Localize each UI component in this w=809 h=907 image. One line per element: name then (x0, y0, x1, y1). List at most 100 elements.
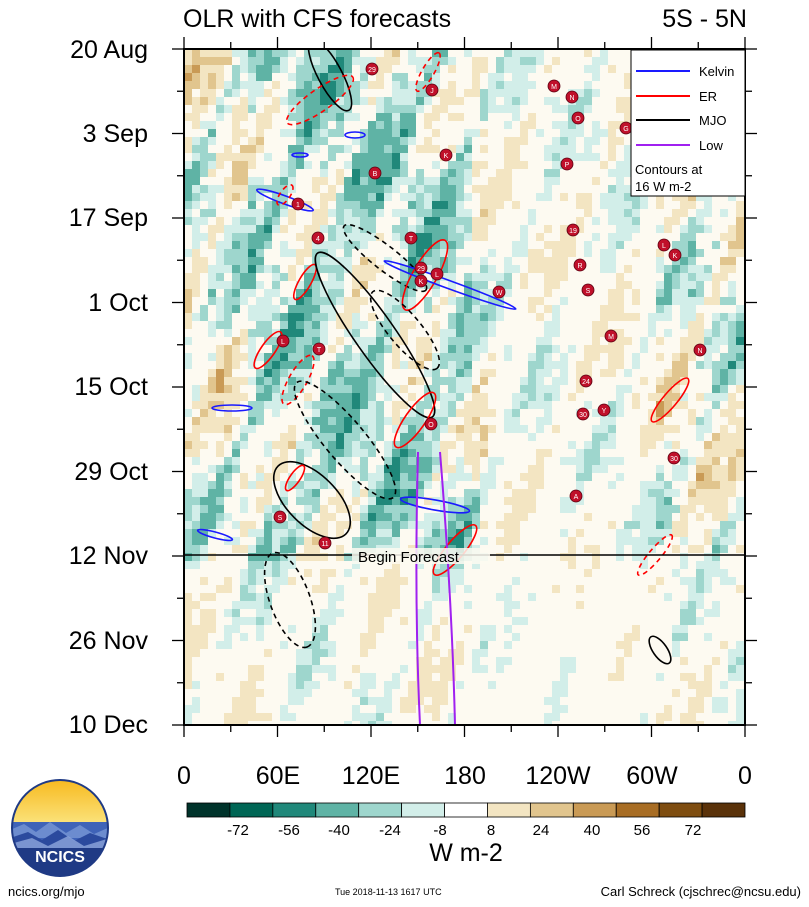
legend-mjo-label: MJO (699, 113, 726, 128)
legend-note-line1: Contours at (635, 162, 703, 177)
colorbar-tick: -40 (328, 822, 350, 839)
colorbar-tick: 24 (533, 822, 550, 839)
colorbar-swatch (701, 802, 746, 818)
storm-label: 24 (582, 379, 590, 386)
colorbar-swatch (444, 802, 488, 818)
colorbar (186, 802, 746, 818)
region-label: 5S - 5N (662, 5, 747, 33)
storm-marker: 29 (414, 261, 428, 275)
storm-label: 11 (321, 541, 328, 548)
storm-marker: 11 (318, 536, 332, 550)
wave-contours (196, 49, 690, 725)
x-tick-label: 120E (342, 762, 400, 790)
storm-marker: T (312, 342, 326, 356)
x-tick-label: 60W (626, 762, 678, 790)
legend-er-label: ER (699, 89, 717, 104)
y-tick-label: 1 Oct (88, 289, 148, 317)
colorbar-swatch (572, 802, 617, 818)
storm-marker: L (276, 334, 290, 348)
storm-label: T (317, 347, 322, 354)
y-tick-label: 12 Nov (69, 542, 149, 570)
storm-label: O (575, 116, 581, 123)
x-tick-label: 180 (444, 762, 486, 790)
storm-label: Y (602, 408, 607, 415)
storm-marker: 24 (579, 374, 593, 388)
legend: Kelvin ER MJO Low Contours at 16 W m-2 (630, 49, 746, 197)
colorbar-swatch (615, 802, 660, 818)
footer-timestamp: Tue 2018-11-13 1617 UTC (335, 887, 442, 897)
storm-label: K (419, 279, 424, 286)
storm-marker: J (425, 83, 439, 97)
storm-label: N (569, 95, 574, 102)
storm-label: 29 (368, 67, 376, 74)
storm-marker: S (273, 510, 287, 524)
storm-label: 1 (296, 202, 300, 209)
storm-label: L (281, 339, 285, 346)
colorbar-swatch (315, 802, 360, 818)
storm-label: M (608, 334, 614, 341)
storm-marker: M (547, 79, 561, 93)
storm-marker: G (619, 121, 633, 135)
legend-note-line2: 16 W m-2 (635, 179, 691, 194)
storm-label: B (373, 171, 378, 178)
storm-label: L (435, 272, 439, 279)
storm-label: J (430, 88, 434, 95)
colorbar-swatch (401, 802, 445, 818)
storm-label: N (697, 348, 702, 355)
colorbar-swatch (487, 802, 531, 818)
colorbar-swatch (186, 802, 231, 818)
storm-marker: T (404, 231, 418, 245)
colorbar-swatch (658, 802, 703, 818)
storm-marker: A (569, 489, 583, 503)
y-tick-label: 29 Oct (74, 458, 148, 486)
colorbar-swatch (529, 802, 574, 818)
x-tick-label: 120W (525, 762, 591, 790)
colorbar-tick: -72 (227, 822, 249, 839)
storm-label: K (673, 253, 678, 260)
ncics-logo: NCICS (11, 779, 109, 877)
colorbar-swatch (272, 802, 317, 818)
axis-ticks (172, 37, 757, 737)
storm-label: S (586, 288, 591, 295)
storm-label: 19 (569, 228, 577, 235)
colorbar-tick: 8 (487, 822, 495, 839)
y-tick-label: 26 Nov (69, 627, 149, 655)
storm-label: P (565, 162, 570, 169)
x-tick-label: 0 (738, 762, 752, 790)
x-axis-labels: 0 60E 120E 180 120W 60W 0 (177, 762, 752, 790)
logo-text: NCICS (35, 849, 85, 866)
storm-label: M (551, 84, 557, 91)
colorbar-tick: -8 (433, 822, 446, 839)
storm-marker: 1 (291, 197, 305, 211)
colorbar-tick: 72 (685, 822, 702, 839)
storm-marker: R (573, 258, 587, 272)
storm-marker: 4 (311, 231, 325, 245)
storm-label: T (409, 236, 414, 243)
colorbar-tick: 40 (584, 822, 601, 839)
y-tick-label: 10 Dec (69, 711, 148, 739)
storm-label: 30 (579, 412, 587, 419)
colorbar-swatch (358, 802, 403, 818)
colorbar-tick: 56 (634, 822, 651, 839)
storm-marker: B (368, 166, 382, 180)
y-tick-label: 17 Sep (69, 204, 148, 232)
storm-marker: K (414, 274, 428, 288)
storm-marker: S (581, 283, 595, 297)
storm-marker: 30 (667, 451, 681, 465)
y-tick-label: 20 Aug (70, 36, 148, 64)
footer-url: ncics.org/mjo (8, 884, 85, 899)
storm-label: R (577, 263, 582, 270)
legend-kelvin-label: Kelvin (699, 64, 734, 79)
storm-marker: L (430, 267, 444, 281)
x-tick-label: 0 (177, 762, 191, 790)
storm-marker: K (439, 148, 453, 162)
storm-label: 4 (316, 236, 320, 243)
legend-low-label: Low (699, 138, 723, 153)
colorbar-units: W m-2 (429, 839, 503, 867)
storm-marker: K (668, 248, 682, 262)
storm-marker: 19 (566, 223, 580, 237)
storm-label: O (428, 422, 434, 429)
storm-label: 30 (670, 456, 678, 463)
storm-marker: N (565, 90, 579, 104)
